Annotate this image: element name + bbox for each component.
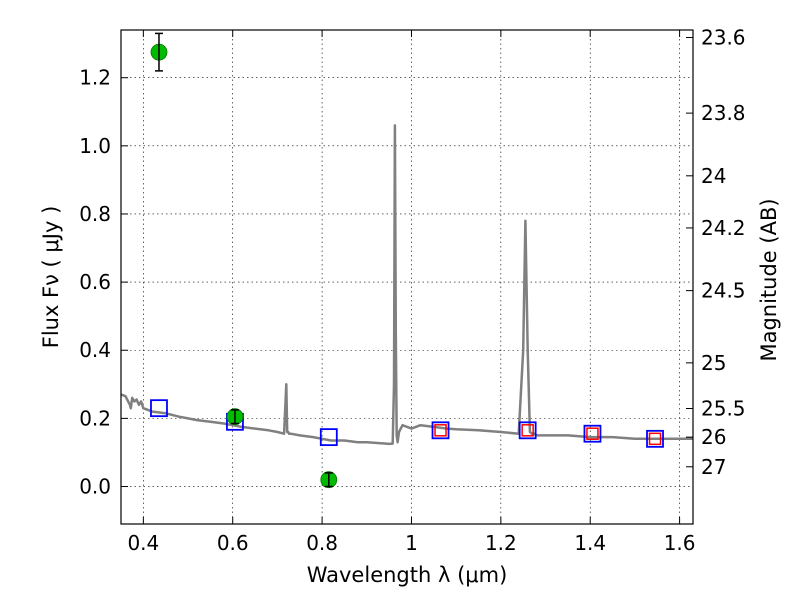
y-tick-label: 0.4 [79, 338, 111, 362]
plot-frame [120, 29, 694, 525]
grid [121, 30, 693, 524]
y2-tick-label: 23.6 [701, 25, 746, 49]
y-tick-label: 1.0 [79, 134, 111, 158]
x-tick-label: 1 [405, 531, 418, 555]
y-tick-label: 0.0 [79, 475, 111, 499]
y2-tick-label: 24.2 [701, 216, 746, 240]
x-tick-label: 1.6 [664, 531, 696, 555]
model-photometry-marker [150, 399, 168, 418]
x-axis-label: Wavelength λ (μm) [307, 563, 508, 587]
y-tick-label: 0.6 [79, 270, 111, 294]
y2-tick-label: 27 [701, 455, 726, 479]
model-photometry-marker [583, 424, 602, 443]
y2-tick-label: 23.8 [701, 101, 746, 125]
model-photometry-marker [319, 428, 338, 447]
y-ticks: 0.0 0.2 0.4 0.6 0.8 1.0 1.2 [79, 66, 128, 499]
detected-photometry-marker [521, 424, 534, 437]
model-photometry-marker [431, 421, 450, 440]
y-tick-label: 0.2 [79, 406, 111, 430]
y2-tick-label: 24.5 [701, 279, 746, 303]
detected-photometry-marker [434, 424, 447, 437]
x-ticks: 0.4 0.6 0.8 1 1.2 1.4 1.6 [127, 30, 696, 555]
y2-tick-label: 25.5 [701, 397, 746, 421]
model-spectrum-line [120, 124, 693, 446]
y-axis-label: Flux Fν ( μJy ) [39, 206, 63, 349]
detected-photometry-marker [586, 427, 599, 440]
detected-photometry-marker [648, 432, 662, 446]
y2-tick-label: 25 [701, 351, 726, 375]
y2-ticks: 23.6 23.8 24 24.2 24.5 25 25.5 26 27 [686, 25, 746, 479]
y-tick-label: 1.2 [79, 66, 111, 90]
x-tick-label: 0.6 [217, 531, 249, 555]
x-tick-label: 0.8 [306, 531, 338, 555]
model-photometry-marker [646, 429, 664, 448]
x-tick-label: 1.2 [485, 531, 517, 555]
spectrum-layer [120, 124, 693, 446]
x-tick-label: 0.4 [127, 531, 159, 555]
model-photometry-marker [518, 421, 537, 440]
y2-tick-label: 26 [701, 425, 726, 449]
y2-tick-label: 24 [701, 164, 726, 188]
y-tick-label: 0.8 [79, 202, 111, 226]
x-tick-label: 1.4 [574, 531, 606, 555]
markers-layer [150, 32, 664, 489]
y2-axis-label: Magnitude (AB) [757, 198, 781, 361]
